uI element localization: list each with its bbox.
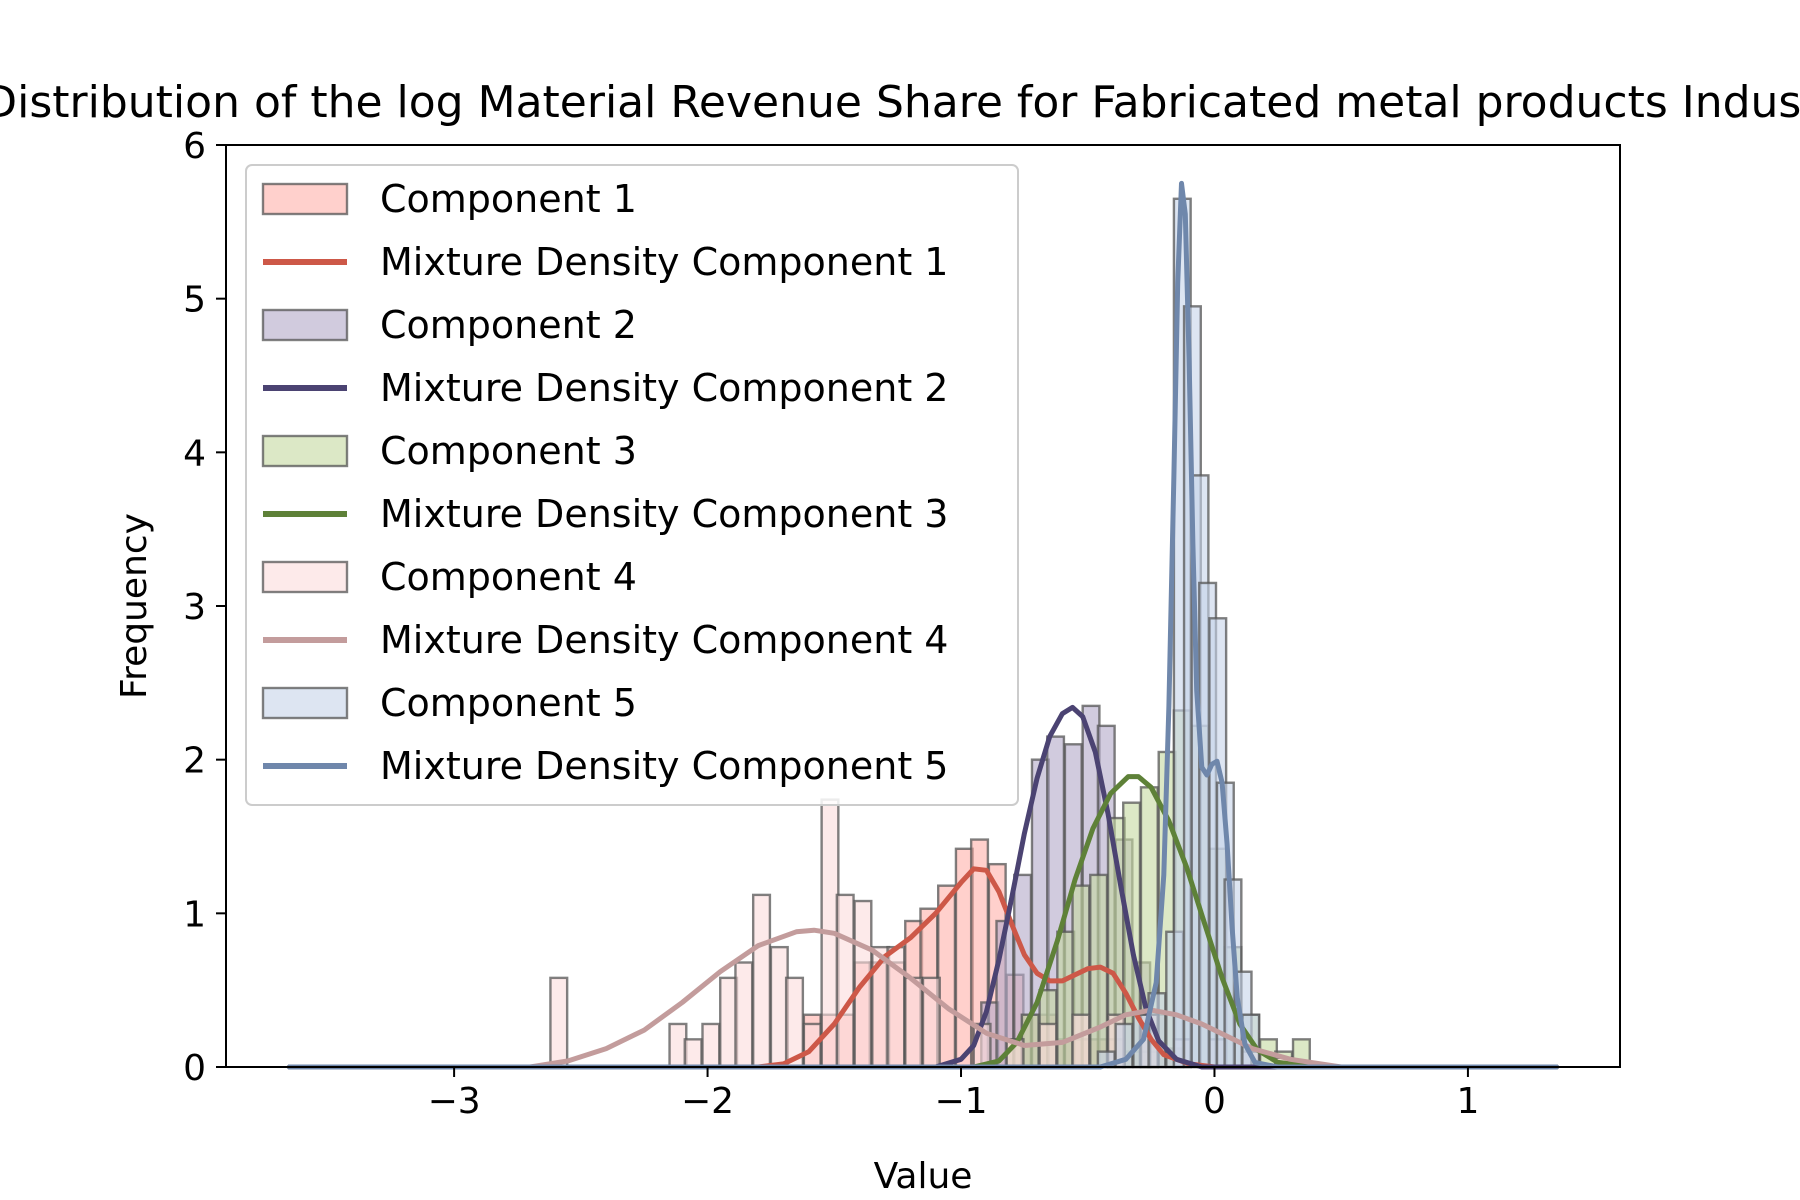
legend-label-density-1: Mixture Density Component 1 [380,240,948,284]
legend-label-density-4: Mixture Density Component 4 [380,618,948,662]
histogram-bar [734,961,754,1069]
legend-swatch-component-4 [261,560,349,594]
y-axis-label: Frequency [114,513,155,699]
legend-label-component-3: Component 3 [380,429,637,473]
x-tick-label: 1 [1456,1081,1479,1122]
y-tick-label: 5 [183,280,206,321]
legend: Component 1 Mixture Density Component 1 Co… [245,164,1019,806]
density-lines [286,180,1560,1070]
legend-label-density-3: Mixture Density Component 3 [380,492,948,536]
legend-label-component-1: Component 1 [380,177,637,221]
histogram-bar [701,1022,721,1069]
legend-label-component-5: Component 5 [380,681,637,725]
density-line-component-5 [286,180,1560,1070]
legend-label-component-2: Component 2 [380,303,637,347]
y-tick-label: 4 [183,433,206,474]
legend-swatch-component-2 [261,308,349,342]
chart-title: Distribution of the log Material Revenue… [0,77,1800,128]
legend-label-component-4: Component 4 [380,555,637,599]
legend-swatch-component-1 [261,182,349,216]
x-tick-label: −3 [428,1081,481,1122]
legend-swatch-component-5 [261,686,349,720]
histogram-bar [549,976,569,1069]
histogram-bar [1071,1013,1091,1069]
histogram-bar [683,1038,703,1069]
x-tick-label: 0 [1203,1081,1226,1122]
y-tick-label: 1 [183,894,206,935]
legend-swatch-component-3 [261,434,349,468]
density-line-component-3 [286,774,1560,1070]
histogram-bar [835,893,855,1069]
density-line-component-1 [286,866,1560,1070]
legend-label-density-2: Mixture Density Component 2 [380,366,948,410]
x-tick-label: −2 [681,1081,734,1122]
y-tick-label: 2 [183,741,206,782]
legend-box [245,164,1019,806]
axis-ticks: −3 −2 −1 0 1 0 1 2 3 4 5 6 [183,126,1479,1122]
histogram-bar [904,976,924,1069]
y-tick-label: 3 [183,587,206,628]
legend-label-density-5: Mixture Density Component 5 [380,744,948,788]
density-line-component-4 [286,927,1560,1070]
y-tick-label: 0 [183,1048,206,1089]
y-tick-label: 6 [183,126,206,167]
histogram-bar [751,893,772,1069]
x-axis-label: Value [874,1156,973,1197]
x-tick-label: −1 [934,1081,987,1122]
